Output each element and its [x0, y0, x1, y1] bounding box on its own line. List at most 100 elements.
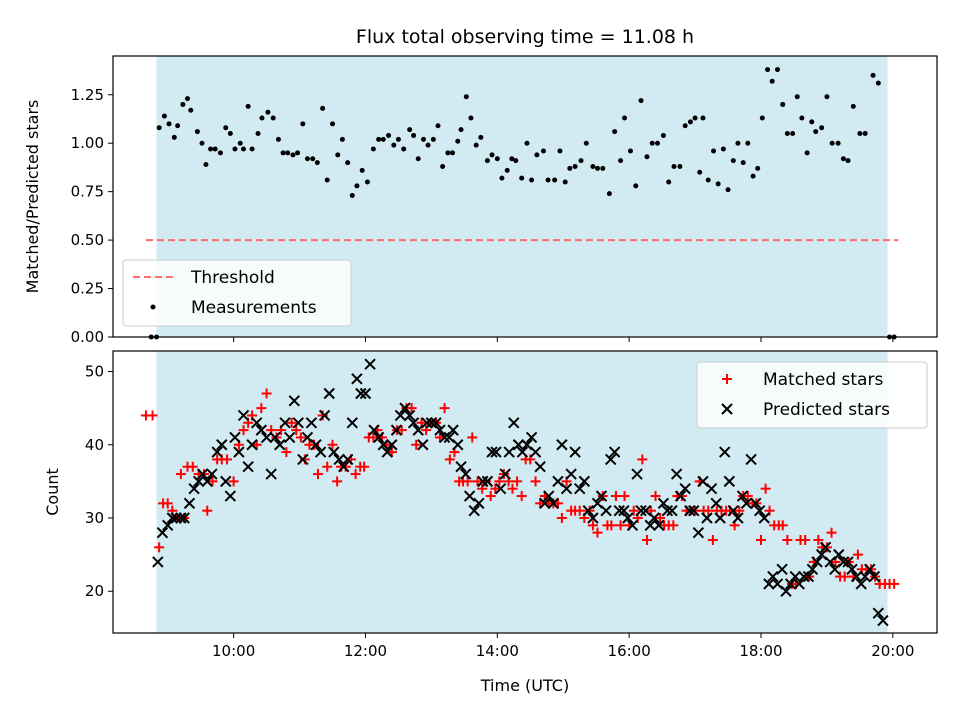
cross-b [648, 512, 660, 524]
cross-b [346, 417, 358, 429]
cross-b [364, 358, 376, 370]
matched-star-point [587, 520, 598, 531]
matched-star-point [782, 534, 793, 545]
measurement-point [420, 136, 426, 142]
measurement-point [184, 96, 190, 102]
predicted-star-point [314, 446, 327, 458]
cross-b [842, 556, 854, 568]
measurement-point [715, 181, 721, 187]
cross-b [377, 439, 389, 451]
cross-b [670, 468, 683, 480]
matched-star-point [147, 410, 158, 421]
measurement-point [590, 163, 596, 169]
matched-star-point [162, 498, 173, 509]
measurement-point [725, 187, 731, 193]
measurement-point [750, 173, 756, 179]
measurement-point [430, 136, 436, 142]
matched-star-point [187, 461, 198, 472]
bottom-y-axis-label: Count [43, 468, 62, 516]
top-y-tick-label: 1.25 [71, 86, 104, 104]
cross-b [635, 504, 647, 517]
x-tick-label: 20:00 [871, 642, 914, 660]
measurement-point [545, 177, 551, 183]
measurement-point [499, 175, 505, 181]
predicted-star-point [447, 424, 459, 436]
measurement-point [156, 125, 162, 131]
cross-b [723, 475, 736, 488]
measurement-point [649, 140, 655, 146]
matched-star-point [734, 505, 745, 516]
cross-b [452, 439, 464, 451]
predicted-star-point [789, 570, 801, 583]
measurement-point [697, 169, 703, 175]
measurement-point [755, 165, 761, 171]
top-legend: Threshold Measurements [122, 259, 352, 327]
predicted-star-point [216, 439, 228, 451]
legend-measurements-swatch [150, 304, 156, 310]
matched-star-point [291, 425, 302, 436]
matched-star-point [472, 476, 483, 487]
predicted-star-point [359, 387, 372, 400]
top-ticks-layer: 0.00 0.25 0.50 0.75 1.00 1.25 [71, 86, 894, 346]
measurement-point [245, 103, 251, 109]
cross-b [539, 497, 551, 510]
measurement-point [513, 158, 519, 164]
predicted-star-point [819, 541, 832, 554]
cross-b [333, 453, 345, 466]
top-y-axis-label: Matched/Predicted stars [23, 100, 42, 294]
matched-star-point [444, 454, 455, 465]
cross-b [250, 417, 263, 429]
cross-b [622, 512, 634, 524]
predicted-star-point [666, 504, 678, 517]
measurement-point [468, 115, 474, 121]
bottom-legend: Matched stars Predicted stars [696, 361, 928, 429]
cross-b [443, 431, 455, 444]
cross-b [837, 556, 850, 568]
matched-star-point [516, 491, 527, 502]
cross-b [338, 461, 350, 473]
predicted-star-point [399, 402, 411, 414]
cross-b [653, 519, 665, 532]
predicted-star-point [587, 512, 599, 524]
measurement-point [255, 131, 261, 137]
x-tick-label: 10:00 [212, 642, 255, 660]
cross-b [740, 497, 753, 510]
predicted-star-point [556, 439, 568, 451]
legend-measurements-label: Measurements [191, 298, 317, 318]
cross-b [697, 475, 709, 488]
predicted-star-point [618, 504, 630, 517]
measurement-point [208, 146, 214, 152]
matched-star-point [777, 520, 788, 531]
cross-b [644, 519, 656, 532]
predicted-star-point [338, 461, 350, 473]
cross-b [688, 504, 700, 517]
predicted-star-point [494, 482, 507, 495]
cross-b [732, 512, 744, 524]
cross-b [767, 570, 779, 583]
cross-b [604, 453, 617, 466]
cross-b [745, 453, 757, 466]
cross-b [750, 497, 762, 510]
predicted-star-point [255, 424, 268, 436]
bottom-y-tick-label: 50 [85, 363, 104, 381]
cross-b [714, 512, 726, 524]
measurement-point [711, 148, 717, 154]
predicted-star-point [473, 497, 485, 510]
predicted-star-point [390, 424, 403, 436]
legend-matched-swatch [722, 374, 732, 384]
predicted-star-point [776, 563, 788, 575]
predicted-star-point [351, 373, 363, 385]
cross-b [705, 482, 718, 495]
predicted-star-point [648, 512, 660, 524]
measurement-point [212, 146, 218, 152]
measurement-point [290, 152, 296, 158]
predicted-star-point [758, 512, 770, 524]
predicted-star-point [534, 461, 546, 473]
predicted-star-point [196, 468, 209, 480]
top-axes-frame [112, 55, 938, 338]
matched-star-point [637, 454, 648, 465]
predicted-star-point [608, 446, 621, 458]
cross-b [421, 417, 433, 429]
matched-star-point [839, 571, 850, 582]
predicted-star-point [175, 512, 187, 524]
